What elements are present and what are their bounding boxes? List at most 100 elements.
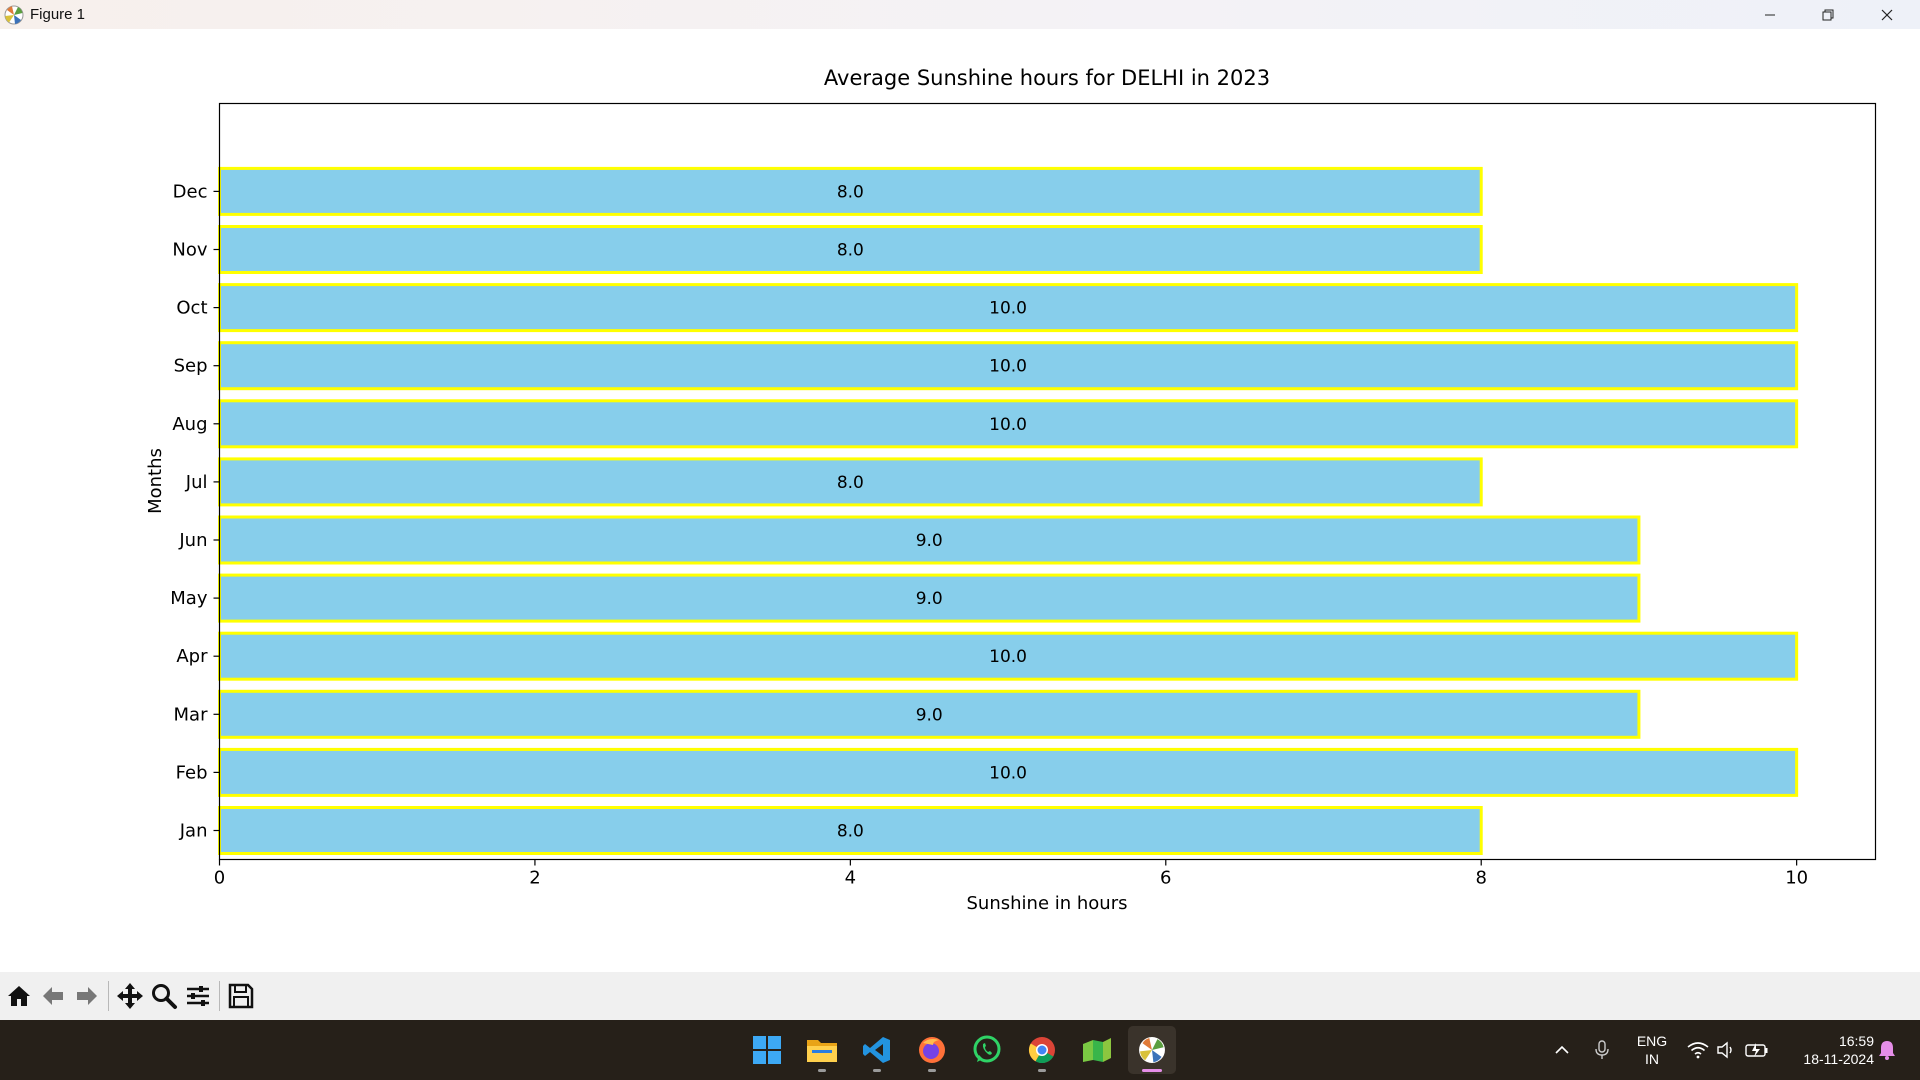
figure-canvas[interactable]: Average Sunshine hours for DELHI in 2023… xyxy=(0,29,1920,972)
y-tick-label: Dec xyxy=(173,181,208,202)
chrome-icon xyxy=(1028,1037,1055,1064)
x-tick-label: 8 xyxy=(1475,868,1486,889)
save-icon xyxy=(228,983,254,1009)
spreadsheet-icon xyxy=(1083,1038,1111,1062)
x-tick-label: 0 xyxy=(214,868,225,889)
forward-button[interactable] xyxy=(70,979,104,1013)
restore-icon xyxy=(1822,9,1834,20)
region-code: IN xyxy=(1645,1051,1659,1067)
minimize-button[interactable] xyxy=(1741,0,1799,29)
bar-value-label: 8.0 xyxy=(837,473,864,493)
bar-jun xyxy=(218,515,1641,565)
x-tick-label: 2 xyxy=(529,868,540,889)
taskbar-whatsapp[interactable] xyxy=(963,1026,1011,1074)
notification-bell-icon xyxy=(1879,1041,1895,1060)
y-tick-label: Mar xyxy=(174,704,209,725)
bar-aug xyxy=(218,399,1799,449)
chevron-up-icon xyxy=(1555,1045,1569,1054)
show-hidden-icons-button[interactable] xyxy=(1546,1020,1578,1080)
bar-value-label: 10.0 xyxy=(989,415,1027,435)
bar-value-label: 8.0 xyxy=(837,822,864,842)
minimize-icon xyxy=(1765,14,1775,15)
y-tick-label: Apr xyxy=(176,646,208,667)
bar-value-label: 10.0 xyxy=(989,299,1027,319)
x-axis-label: Sunshine in hours xyxy=(967,893,1128,914)
bar-value-label: 9.0 xyxy=(916,705,943,725)
bar-dec xyxy=(218,166,1483,216)
bar-value-label: 10.0 xyxy=(989,647,1027,667)
microphone-icon xyxy=(1595,1040,1609,1059)
y-tick-label: Aug xyxy=(172,414,207,435)
home-icon xyxy=(8,986,30,1006)
bar-jan xyxy=(218,806,1483,855)
taskbar-spreadsheet-app[interactable] xyxy=(1073,1026,1121,1074)
taskbar-file-explorer[interactable] xyxy=(798,1026,846,1074)
toolbar-separator xyxy=(219,981,220,1011)
x-tick-label: 10 xyxy=(1785,868,1808,889)
save-button[interactable] xyxy=(224,979,258,1013)
configure-subplots-icon xyxy=(187,986,209,1006)
figure-toolbar xyxy=(0,972,1920,1020)
y-tick-label: Jul xyxy=(185,472,208,493)
toolbar-separator xyxy=(108,981,109,1011)
clock-time: 16:59 xyxy=(1838,1033,1874,1049)
bar-nov xyxy=(218,225,1483,274)
taskbar-vscode[interactable] xyxy=(853,1026,901,1074)
restore-button[interactable] xyxy=(1799,0,1857,29)
taskbar-matplotlib-figure[interactable] xyxy=(1128,1026,1176,1074)
x-tick-label: 6 xyxy=(1160,868,1171,889)
bar-value-label: 10.0 xyxy=(989,763,1027,783)
clock-date: 18-11-2024 xyxy=(1803,1051,1874,1067)
windows-taskbar: ENG IN 16:59 18-11-2024 xyxy=(0,1020,1920,1080)
matplotlib-logo-icon xyxy=(4,5,24,24)
y-tick-label: Feb xyxy=(176,762,208,783)
running-indicator xyxy=(818,1069,826,1072)
wifi-icon xyxy=(1687,1042,1709,1059)
configure-subplots-button[interactable] xyxy=(181,979,215,1013)
bar-value-label: 9.0 xyxy=(916,589,943,609)
forward-arrow-icon xyxy=(77,987,97,1005)
battery-icon xyxy=(1745,1043,1768,1057)
y-tick-label: Jun xyxy=(178,530,207,551)
bar-value-label: 10.0 xyxy=(989,357,1027,377)
y-axis-label: Months xyxy=(145,448,166,514)
bars-group xyxy=(218,166,1799,855)
bar-chart: Average Sunshine hours for DELHI in 2023… xyxy=(145,66,1877,914)
taskbar-chrome[interactable] xyxy=(1018,1026,1066,1074)
zoom-button[interactable] xyxy=(147,979,181,1013)
bar-sep xyxy=(218,341,1799,391)
back-arrow-icon xyxy=(43,987,63,1005)
bar-apr xyxy=(218,631,1799,681)
taskbar-firefox[interactable] xyxy=(908,1026,956,1074)
taskbar-start-button[interactable] xyxy=(743,1026,791,1074)
clock-button[interactable]: 16:59 18-11-2024 xyxy=(1778,1020,1878,1080)
x-axis-ticks: 0 2 4 6 8 10 xyxy=(214,859,1808,889)
home-button[interactable] xyxy=(2,979,36,1013)
bar-value-label: 8.0 xyxy=(837,241,864,261)
y-tick-label: Nov xyxy=(172,240,207,261)
chart-title: Average Sunshine hours for DELHI in 2023 xyxy=(824,66,1270,90)
volume-button[interactable] xyxy=(1712,1020,1740,1080)
microphone-button[interactable] xyxy=(1586,1020,1618,1080)
back-button[interactable] xyxy=(36,979,70,1013)
firefox-icon xyxy=(919,1037,945,1063)
bar-mar xyxy=(218,689,1641,739)
pan-icon xyxy=(117,983,143,1009)
running-indicator xyxy=(1142,1069,1162,1072)
speaker-icon xyxy=(1717,1041,1732,1059)
pan-button[interactable] xyxy=(113,979,147,1013)
y-axis-ticks: Jan Feb Mar Apr May Jun Jul Aug Sep Oct Nov Dec xyxy=(170,181,220,842)
bar-value-label: 9.0 xyxy=(916,531,943,551)
wifi-button[interactable] xyxy=(1683,1020,1713,1080)
running-indicator xyxy=(928,1069,936,1072)
running-indicator xyxy=(1038,1069,1046,1072)
battery-button[interactable] xyxy=(1740,1020,1774,1080)
language-indicator[interactable]: ENG IN xyxy=(1628,1020,1676,1080)
close-button[interactable] xyxy=(1858,0,1916,29)
close-icon xyxy=(1881,9,1893,20)
notifications-button[interactable] xyxy=(1874,1020,1900,1080)
zoom-icon xyxy=(152,984,177,1009)
y-tick-label: Sep xyxy=(174,356,208,377)
file-explorer-icon xyxy=(807,1040,837,1062)
y-tick-label: Jan xyxy=(179,821,208,842)
